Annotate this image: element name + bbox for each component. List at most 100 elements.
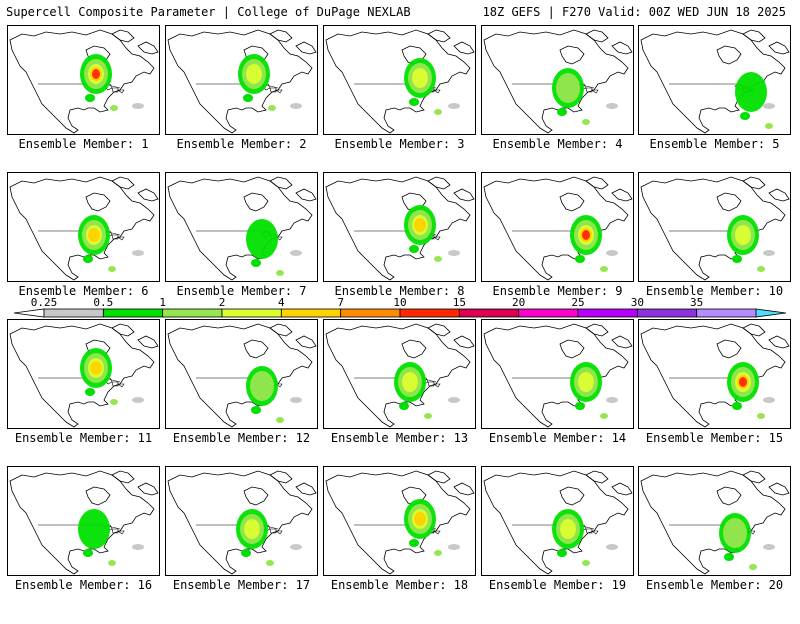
north-america-map (483, 176, 633, 281)
coastline (325, 176, 471, 281)
ensemble-member-panel: Ensemble Member: 2 (165, 25, 318, 183)
coastline (559, 339, 585, 359)
coastline (585, 470, 609, 484)
scp-shading (132, 103, 144, 109)
coastline (611, 41, 633, 55)
coastline (137, 41, 159, 55)
ensemble-member-panel: Ensemble Member: 16 (7, 466, 160, 624)
north-america-map (640, 176, 790, 281)
north-america-map (325, 470, 475, 575)
coastline (9, 29, 155, 134)
map-frame (7, 466, 160, 576)
coastline (427, 29, 451, 43)
ensemble-member-label: Ensemble Member: 18 (330, 578, 469, 592)
ensemble-member-label: Ensemble Member: 3 (334, 137, 465, 151)
scp-shading (412, 68, 428, 88)
scp-shading (582, 119, 590, 125)
ensemble-member-panel: Ensemble Member: 7 (165, 172, 318, 330)
scp-shading (448, 397, 460, 403)
scp-shading (735, 225, 751, 245)
ensemble-member-label: Ensemble Member: 17 (172, 578, 311, 592)
coastline (295, 41, 317, 55)
ensemble-member-panel: Ensemble Member: 5 (638, 25, 791, 183)
north-america-map (9, 29, 159, 134)
north-america-map (640, 29, 790, 134)
map-frame (165, 319, 318, 429)
scp-shading (268, 105, 276, 111)
coastline (483, 29, 629, 134)
coastline (483, 176, 629, 281)
coastline (243, 339, 269, 359)
colorbar-tick-label: 2 (218, 296, 226, 309)
coastline (453, 188, 475, 202)
north-america-map (9, 470, 159, 575)
coastline (742, 29, 766, 43)
coastline (483, 323, 629, 428)
coastline (742, 323, 766, 337)
ensemble-member-panel: Ensemble Member: 1 (7, 25, 160, 183)
scp-shading (557, 549, 567, 557)
coastline (742, 470, 766, 484)
model-valid-time: 18Z GEFS | F270 Valid: 00Z WED JUN 18 20… (482, 5, 786, 19)
colorbar-tick-label: 0.5 (93, 296, 114, 309)
ensemble-member-panel: Ensemble Member: 18 (323, 466, 476, 624)
scp-shading (243, 94, 253, 102)
coastline (137, 335, 159, 349)
coastline (85, 192, 111, 212)
coastline (269, 29, 293, 43)
scp-shading (409, 98, 419, 106)
scp-shading (85, 388, 95, 396)
scp-shading (582, 560, 590, 566)
coastline (167, 470, 313, 575)
coastline (243, 192, 269, 212)
scp-shading (606, 544, 618, 550)
scp-shading (739, 377, 747, 387)
ensemble-member-label: Ensemble Member: 11 (14, 431, 153, 445)
ensemble-member-label: Ensemble Member: 15 (645, 431, 784, 445)
scp-shading (424, 413, 432, 419)
scp-shading (575, 255, 585, 263)
coastline (611, 482, 633, 496)
coastline (768, 41, 790, 55)
map-frame (7, 319, 160, 429)
coastline (585, 323, 609, 337)
great-lake (433, 383, 441, 388)
scp-shading (399, 402, 409, 410)
ensemble-member-label: Ensemble Member: 14 (488, 431, 627, 445)
ensemble-member-label: Ensemble Member: 2 (176, 137, 307, 151)
scp-shading (85, 94, 95, 102)
scp-shading (110, 399, 118, 405)
scp-shading (266, 560, 274, 566)
ensemble-member-panel: Ensemble Member: 17 (165, 466, 318, 624)
map-frame (323, 466, 476, 576)
great-lake (275, 530, 283, 535)
great-lake (275, 236, 283, 241)
great-lake (275, 89, 283, 94)
coastline (768, 188, 790, 202)
north-america-map (9, 176, 159, 281)
north-america-map (640, 323, 790, 428)
ensemble-member-label: Ensemble Member: 12 (172, 431, 311, 445)
great-lake (427, 381, 435, 387)
scp-shading (132, 397, 144, 403)
color-legend: 0.25 0.5 1 2 4 7 10 15 20 25 30 35 (0, 296, 800, 320)
coastline (585, 176, 609, 190)
scp-shading (560, 519, 576, 539)
coastline (716, 486, 742, 506)
map-frame (481, 319, 634, 429)
coastline (453, 335, 475, 349)
coastline (640, 470, 786, 575)
colorbar-tick-label: 10 (393, 296, 407, 309)
ensemble-member-label: Ensemble Member: 19 (488, 578, 627, 592)
scp-shading (606, 103, 618, 109)
ensemble-member-label: Ensemble Member: 7 (176, 284, 307, 298)
ensemble-member-label: Ensemble Member: 20 (645, 578, 784, 592)
scp-shading (600, 413, 608, 419)
north-america-map (167, 176, 317, 281)
colorbar-swatch (696, 308, 757, 318)
coastline (137, 482, 159, 496)
coastline (167, 29, 313, 134)
map-frame (638, 172, 791, 282)
ensemble-member-panel: Ensemble Member: 9 (481, 172, 634, 330)
map-frame (7, 172, 160, 282)
